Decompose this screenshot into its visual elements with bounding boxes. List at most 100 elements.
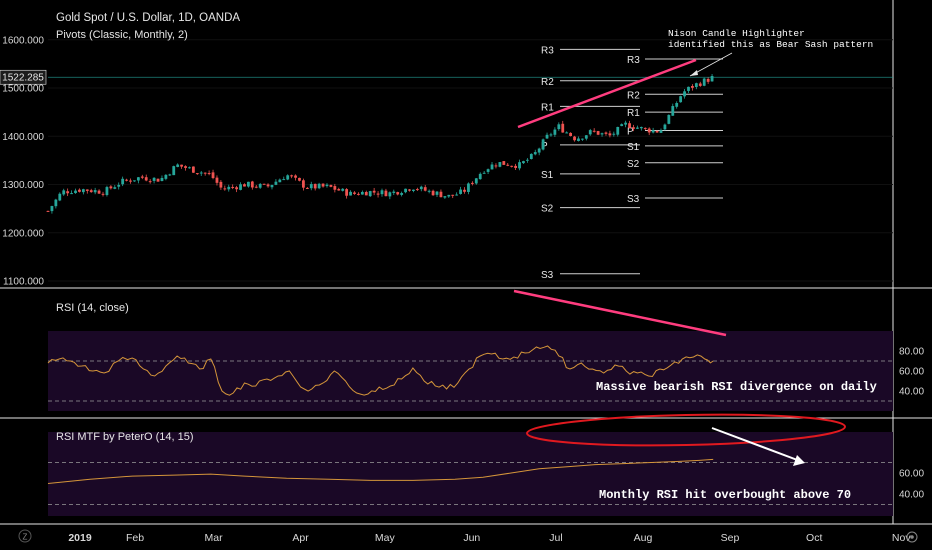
candle-body[interactable]	[628, 123, 631, 128]
candle-body[interactable]	[636, 127, 639, 129]
candle-body[interactable]	[663, 124, 667, 130]
candle-body[interactable]	[309, 184, 313, 189]
candle-body[interactable]	[667, 114, 671, 124]
candle-body[interactable]	[215, 177, 219, 183]
candle-body[interactable]	[121, 178, 125, 185]
candle-body[interactable]	[514, 165, 517, 168]
candle-body[interactable]	[691, 86, 694, 88]
candle-body[interactable]	[522, 161, 525, 164]
candle-body[interactable]	[553, 129, 557, 135]
candle-body[interactable]	[357, 193, 360, 195]
candle-body[interactable]	[412, 189, 415, 192]
rsi-mtf-indicator-title[interactable]: RSI MTF by PeterO (14, 15)	[56, 431, 194, 443]
candle-body[interactable]	[490, 164, 494, 170]
candle-body[interactable]	[136, 177, 140, 181]
symbol-title[interactable]: Gold Spot / U.S. Dollar, 1D, OANDA	[56, 12, 240, 24]
candle-body[interactable]	[486, 169, 490, 172]
candle-body[interactable]	[329, 184, 333, 187]
candle-body[interactable]	[188, 167, 191, 169]
rsi-indicator-title[interactable]: RSI (14, close)	[56, 302, 129, 314]
candle-body[interactable]	[592, 130, 596, 132]
candle-body[interactable]	[360, 191, 364, 195]
candle-body[interactable]	[231, 186, 235, 188]
candle-body[interactable]	[671, 106, 675, 116]
candle-body[interactable]	[372, 190, 376, 193]
candle-body[interactable]	[376, 193, 380, 195]
candle-body[interactable]	[525, 159, 529, 161]
candle-body[interactable]	[694, 83, 698, 87]
candle-body[interactable]	[62, 190, 66, 195]
candle-body[interactable]	[698, 83, 702, 86]
candle-body[interactable]	[482, 172, 486, 174]
candle-body[interactable]	[211, 172, 215, 179]
candle-body[interactable]	[298, 177, 301, 181]
candle-body[interactable]	[463, 189, 466, 192]
candle-body[interactable]	[203, 172, 207, 174]
candle-body[interactable]	[565, 132, 569, 134]
candle-body[interactable]	[302, 180, 305, 188]
candle-body[interactable]	[207, 173, 211, 175]
rsi-mtf-series[interactable]	[47, 458, 714, 484]
candle-body[interactable]	[620, 124, 624, 127]
candle-body[interactable]	[70, 193, 73, 195]
candle-body[interactable]	[588, 130, 592, 135]
candle-body[interactable]	[580, 138, 584, 140]
candle-body[interactable]	[498, 162, 502, 167]
candle-body[interactable]	[270, 184, 274, 188]
candle-body[interactable]	[286, 175, 290, 180]
candle-body[interactable]	[81, 189, 85, 193]
candle-body[interactable]	[250, 181, 254, 188]
candle-body[interactable]	[97, 190, 101, 194]
candle-body[interactable]	[604, 132, 608, 134]
candle-body[interactable]	[439, 191, 443, 198]
rsi-series[interactable]	[47, 345, 714, 396]
candle-body[interactable]	[577, 138, 580, 141]
candle-body[interactable]	[195, 173, 199, 175]
candle-body[interactable]	[557, 124, 561, 130]
candlestick-series[interactable]	[46, 73, 714, 214]
candle-body[interactable]	[140, 176, 144, 178]
chart-settings-icon[interactable]	[906, 531, 918, 543]
candle-body[interactable]	[584, 135, 588, 139]
candle-body[interactable]	[651, 130, 655, 133]
candle-body[interactable]	[655, 130, 659, 133]
candle-body[interactable]	[506, 164, 510, 166]
candle-body[interactable]	[313, 183, 317, 189]
candle-body[interactable]	[467, 183, 470, 192]
candle-body[interactable]	[537, 148, 541, 153]
candle-body[interactable]	[659, 130, 663, 133]
candle-body[interactable]	[353, 192, 356, 194]
candle-body[interactable]	[294, 175, 297, 178]
candle-body[interactable]	[46, 210, 50, 212]
candle-body[interactable]	[675, 103, 679, 107]
candle-body[interactable]	[380, 190, 384, 195]
candle-body[interactable]	[470, 182, 474, 184]
rsi-line[interactable]	[47, 345, 714, 396]
candle-body[interactable]	[608, 133, 612, 136]
candle-body[interactable]	[364, 191, 368, 196]
candle-body[interactable]	[54, 199, 58, 207]
candle-body[interactable]	[459, 189, 462, 194]
candle-body[interactable]	[133, 180, 136, 182]
candle-body[interactable]	[423, 187, 427, 191]
candle-body[interactable]	[266, 184, 270, 187]
candle-body[interactable]	[191, 166, 195, 173]
candle-body[interactable]	[235, 187, 239, 190]
candle-body[interactable]	[227, 186, 231, 190]
candle-body[interactable]	[443, 196, 447, 198]
candle-body[interactable]	[278, 179, 282, 183]
candle-body[interactable]	[337, 189, 341, 191]
candle-body[interactable]	[561, 123, 565, 133]
candle-body[interactable]	[125, 179, 128, 181]
candle-body[interactable]	[494, 165, 498, 167]
candle-body[interactable]	[600, 133, 604, 135]
candle-body[interactable]	[164, 174, 168, 179]
candle-body[interactable]	[254, 186, 258, 188]
candle-body[interactable]	[687, 86, 690, 91]
candle-body[interactable]	[632, 127, 635, 129]
candle-body[interactable]	[478, 173, 482, 180]
candle-body[interactable]	[89, 190, 93, 193]
candle-body[interactable]	[392, 191, 396, 193]
candle-body[interactable]	[93, 190, 97, 193]
